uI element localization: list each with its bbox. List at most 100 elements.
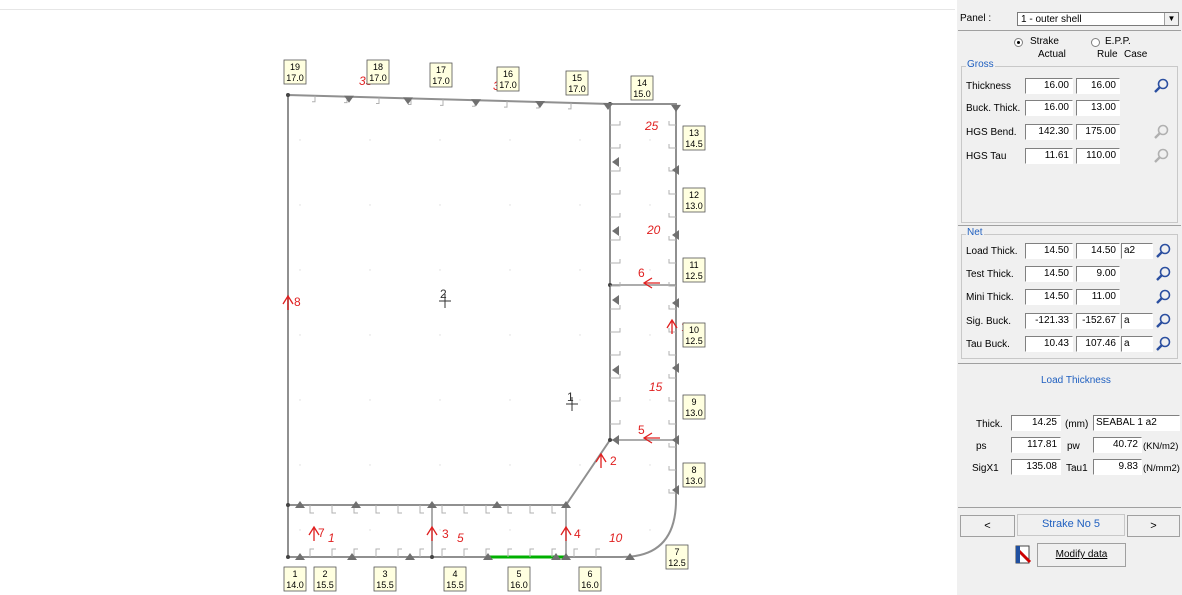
magnifier-icon — [1153, 124, 1171, 140]
stiffener-tick — [668, 374, 676, 379]
stiffener-tick — [419, 548, 424, 557]
centroid-node-2-label: 2 — [440, 287, 447, 301]
next-strake-button[interactable]: > — [1127, 515, 1180, 537]
panel-select[interactable]: 1 - outer shell ▼ — [1017, 12, 1179, 26]
grid-dot — [579, 399, 581, 401]
stiffener-tick — [610, 259, 621, 264]
chevron-down-icon[interactable]: ▼ — [1164, 13, 1178, 25]
detail-thick-unit: (mm) — [1065, 419, 1089, 430]
section-drawing[interactable]: 873421651510152025303521114.0215.5315.54… — [0, 0, 955, 595]
strake-arrow-8 — [282, 294, 294, 310]
thickness-box-number: 18 — [373, 62, 383, 72]
net-rule-field: 9.00 — [1076, 266, 1120, 282]
detail-title: Load Thickness — [1041, 375, 1111, 386]
grid-dot — [509, 399, 511, 401]
prev-strake-button[interactable]: < — [960, 515, 1015, 537]
modify-data-icon[interactable] — [1015, 545, 1033, 565]
stiffener-tick — [507, 505, 512, 514]
stiffener-tick — [529, 505, 534, 514]
detail-thick-label: Thick. — [976, 419, 1003, 430]
grid-dot — [439, 399, 441, 401]
thickness-box-number: 9 — [691, 397, 696, 407]
stiffener-tick — [668, 144, 676, 149]
grid-dot — [509, 204, 511, 206]
thickness-box-value: 12.5 — [685, 271, 703, 281]
magnifier-icon[interactable] — [1155, 336, 1173, 352]
stiffener-tick — [610, 282, 621, 287]
stiffener-tick — [573, 548, 578, 557]
detail-tau-label: Tau1 — [1066, 463, 1088, 474]
magnifier-icon[interactable] — [1155, 289, 1173, 305]
gross-rule-field: 175.00 — [1076, 124, 1120, 140]
stiffener-tick — [668, 121, 676, 126]
thickness-box — [373, 566, 397, 592]
thickness-box — [578, 566, 602, 592]
detail-sigx-value: 135.08 — [1011, 459, 1061, 475]
stiffener-tick — [610, 121, 621, 126]
thickness-box — [682, 187, 706, 213]
grid-dot — [299, 334, 301, 336]
detail-pw-label: pw — [1067, 441, 1080, 452]
net-row-label: Test Thick. — [966, 269, 1014, 280]
frame-marker — [612, 295, 619, 305]
thickness-box-number: 15 — [572, 73, 582, 83]
frame-marker — [612, 365, 619, 375]
net-rule-field: -152.67 — [1076, 313, 1120, 329]
stiffener-tick — [610, 236, 621, 241]
grid-dot — [649, 139, 651, 141]
grid-dot — [579, 529, 581, 531]
gross-rule-field: 110.00 — [1076, 148, 1120, 164]
thickness-box — [283, 59, 307, 85]
gross-rule-field: 13.00 — [1076, 100, 1120, 116]
magnifier-icon[interactable] — [1155, 266, 1173, 282]
thickness-box-number: 5 — [516, 569, 521, 579]
magnifier-icon[interactable] — [1153, 78, 1171, 94]
thickness-box — [507, 566, 531, 592]
epp-radio[interactable] — [1091, 38, 1100, 47]
frame-marker — [671, 104, 681, 112]
frame-number-10: 10 — [609, 531, 623, 545]
stiffener-tick — [309, 548, 314, 557]
grid-dot — [649, 464, 651, 466]
thickness-box-number: 19 — [290, 62, 300, 72]
modify-data-button[interactable]: Modify data — [1037, 543, 1126, 567]
detail-sigx-label: SigX1 — [972, 463, 999, 474]
col-case-header: Case — [1124, 49, 1148, 60]
frame-marker — [612, 435, 619, 445]
net-actual-field: 10.43 — [1025, 336, 1073, 352]
strake-label-5: 5 — [638, 423, 645, 437]
centroid-node-1 — [566, 397, 578, 411]
stiffener-tick — [668, 328, 676, 333]
thickness-box-number: 16 — [503, 69, 513, 79]
stiffener-tick — [309, 505, 314, 514]
grid-dot — [579, 204, 581, 206]
detail-thick-value: 14.25 — [1011, 415, 1061, 431]
stiffener-tick — [485, 548, 490, 557]
thickness-box — [682, 394, 706, 420]
grid-dot — [579, 139, 581, 141]
net-rule-field: 11.00 — [1076, 289, 1120, 305]
net-rule-field: 14.50 — [1076, 243, 1120, 259]
outer-shell — [288, 103, 677, 558]
grid-dot — [299, 204, 301, 206]
thickness-box-number: 17 — [436, 65, 446, 75]
magnifier-icon[interactable] — [1155, 243, 1173, 259]
thickness-box-value: 12.5 — [668, 558, 686, 568]
stiffener-tick — [331, 548, 336, 557]
grid-dot — [649, 269, 651, 271]
thickness-box-value: 15.5 — [316, 580, 334, 590]
stiffener-tick — [668, 466, 676, 471]
frame-marker — [295, 501, 305, 508]
stiffener-tick — [610, 305, 621, 310]
frame-marker — [612, 157, 619, 167]
strake-radio[interactable] — [1014, 38, 1023, 47]
frame-number-1: 1 — [328, 531, 335, 545]
thickness-box-value: 14.0 — [286, 580, 304, 590]
detail-ps-value: 117.81 — [1011, 437, 1061, 453]
grid-dot — [649, 399, 651, 401]
magnifier-icon[interactable] — [1155, 313, 1173, 329]
frame-marker — [561, 553, 571, 560]
grid-dot — [439, 269, 441, 271]
thickness-box-number: 7 — [674, 547, 679, 557]
grid-dot — [299, 464, 301, 466]
